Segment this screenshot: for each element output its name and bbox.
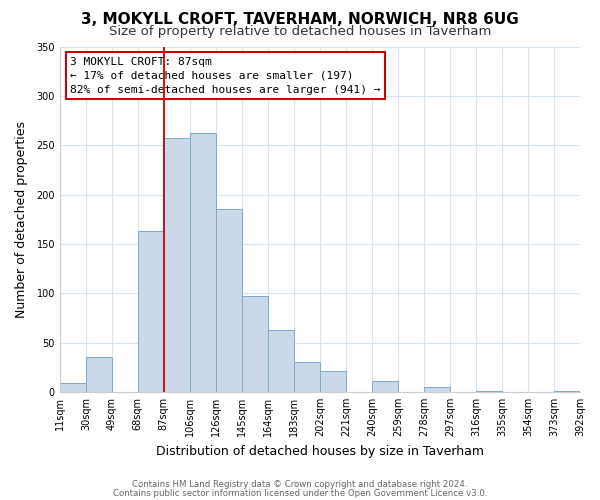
Text: Size of property relative to detached houses in Taverham: Size of property relative to detached ho… (109, 25, 491, 38)
Bar (190, 134, 216, 392)
Bar (424, 387, 450, 392)
Bar (138, 231, 164, 392)
Bar (372, 381, 398, 392)
Bar (294, 362, 320, 392)
Bar (242, 296, 268, 392)
Y-axis label: Number of detached properties: Number of detached properties (15, 120, 28, 318)
Bar (60, 383, 86, 392)
Bar (554, 391, 580, 392)
Bar (86, 358, 112, 392)
Bar (476, 391, 502, 392)
Bar (320, 371, 346, 392)
Bar (164, 138, 190, 392)
X-axis label: Distribution of detached houses by size in Taverham: Distribution of detached houses by size … (156, 444, 484, 458)
Text: 3 MOKYLL CROFT: 87sqm
← 17% of detached houses are smaller (197)
82% of semi-det: 3 MOKYLL CROFT: 87sqm ← 17% of detached … (70, 57, 381, 95)
Bar (268, 330, 294, 392)
Bar (216, 210, 242, 392)
Text: Contains public sector information licensed under the Open Government Licence v3: Contains public sector information licen… (113, 488, 487, 498)
Text: 3, MOKYLL CROFT, TAVERHAM, NORWICH, NR8 6UG: 3, MOKYLL CROFT, TAVERHAM, NORWICH, NR8 … (81, 12, 519, 28)
Text: Contains HM Land Registry data © Crown copyright and database right 2024.: Contains HM Land Registry data © Crown c… (132, 480, 468, 489)
